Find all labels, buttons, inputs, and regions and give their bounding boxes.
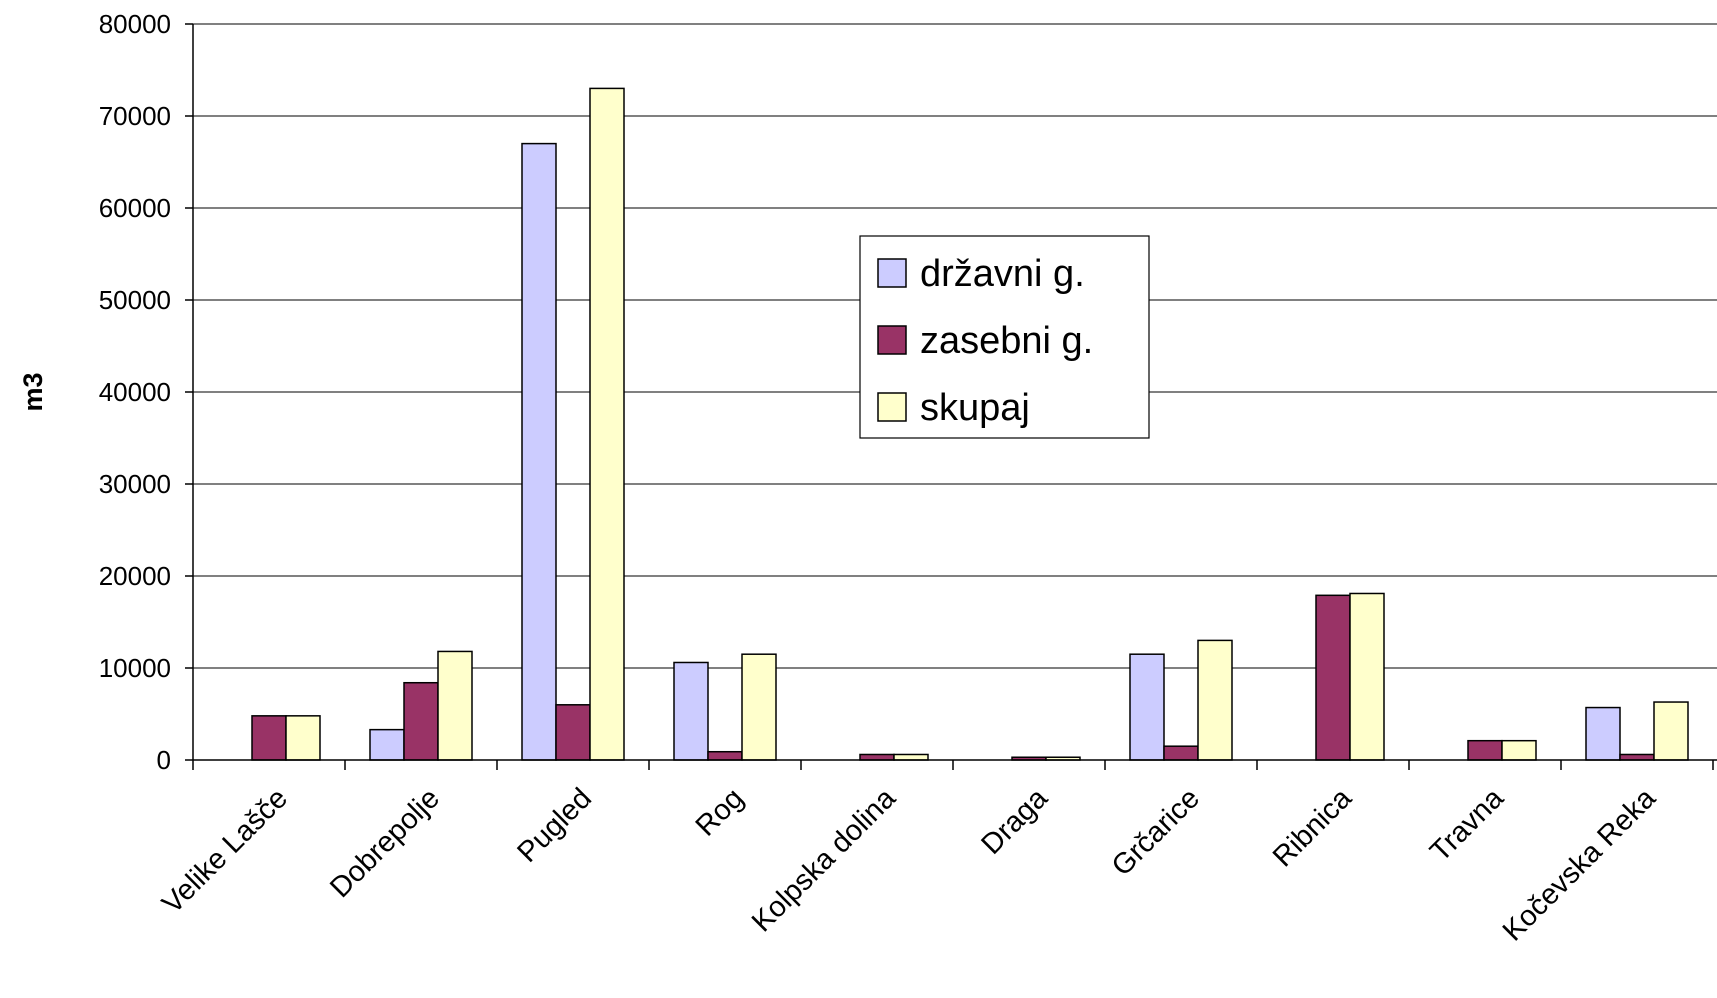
bar-2-7	[1163, 745, 1199, 761]
legend-swatch	[877, 392, 907, 422]
legend-label: skupaj	[920, 387, 1030, 429]
bar-3-4	[741, 653, 777, 761]
x-tick-label: Kočevska Reka	[1497, 782, 1663, 948]
y-tick-label: 10000	[99, 653, 171, 683]
legend: državni g. zasebni g. skupaj	[859, 235, 1150, 439]
x-tick-label: Kolpska dolina	[746, 782, 903, 939]
bar-1-2	[369, 728, 405, 761]
bar-2-1	[251, 715, 287, 761]
bar-3-8	[1349, 592, 1385, 761]
bars	[251, 87, 1689, 761]
y-tick-label: 30000	[99, 469, 171, 499]
y-axis-title: m3	[18, 372, 48, 411]
bar-2-3	[555, 704, 591, 761]
x-tick-label: Pugled	[511, 782, 597, 868]
bar-1-7	[1129, 653, 1165, 761]
x-tick-label: Grčarice	[1106, 782, 1206, 882]
legend-box	[859, 235, 1150, 439]
axes	[192, 24, 1717, 770]
bar-2-4	[707, 750, 743, 761]
y-tick-label: 60000	[99, 193, 171, 223]
legend-label: državni g.	[920, 253, 1085, 295]
bar-3-10	[1653, 701, 1689, 761]
bar-3-7	[1197, 639, 1233, 761]
bar-2-2	[403, 681, 439, 761]
bar-2-9	[1467, 739, 1503, 761]
bar-1-10	[1585, 706, 1621, 761]
bar-3-1	[285, 715, 321, 761]
bar-2-10	[1619, 753, 1655, 761]
y-tick-label: 80000	[99, 9, 171, 39]
bar-3-5	[893, 753, 929, 761]
bar-3-2	[437, 650, 473, 761]
bar-3-9	[1501, 739, 1537, 761]
legend-label: zasebni g.	[920, 320, 1093, 362]
bar-1-4	[673, 661, 709, 761]
bar-3-3	[589, 87, 625, 761]
y-tick-labels: 0 10000 20000 30000 40000 50000 60000 70000 8000…	[99, 9, 171, 775]
y-tick-label: 0	[157, 745, 171, 775]
x-tick-label: Travna	[1424, 782, 1510, 868]
y-tick-label: 20000	[99, 561, 171, 591]
x-tick-label: Ribnica	[1267, 782, 1359, 874]
x-tick-label: Draga	[975, 782, 1054, 861]
y-tick-label: 50000	[99, 285, 171, 315]
legend-swatch	[877, 258, 907, 288]
x-tick-label: Rog	[690, 782, 750, 842]
bar-2-5	[859, 753, 895, 761]
x-tick-label: Velike Lašče	[156, 782, 294, 920]
y-tick-label: 70000	[99, 101, 171, 131]
bar-1-3	[521, 142, 557, 761]
x-tick-label: Dobrepolje	[324, 782, 446, 904]
y-tick-label: 40000	[99, 377, 171, 407]
legend-swatch	[877, 325, 907, 355]
bar-2-8	[1315, 594, 1351, 761]
